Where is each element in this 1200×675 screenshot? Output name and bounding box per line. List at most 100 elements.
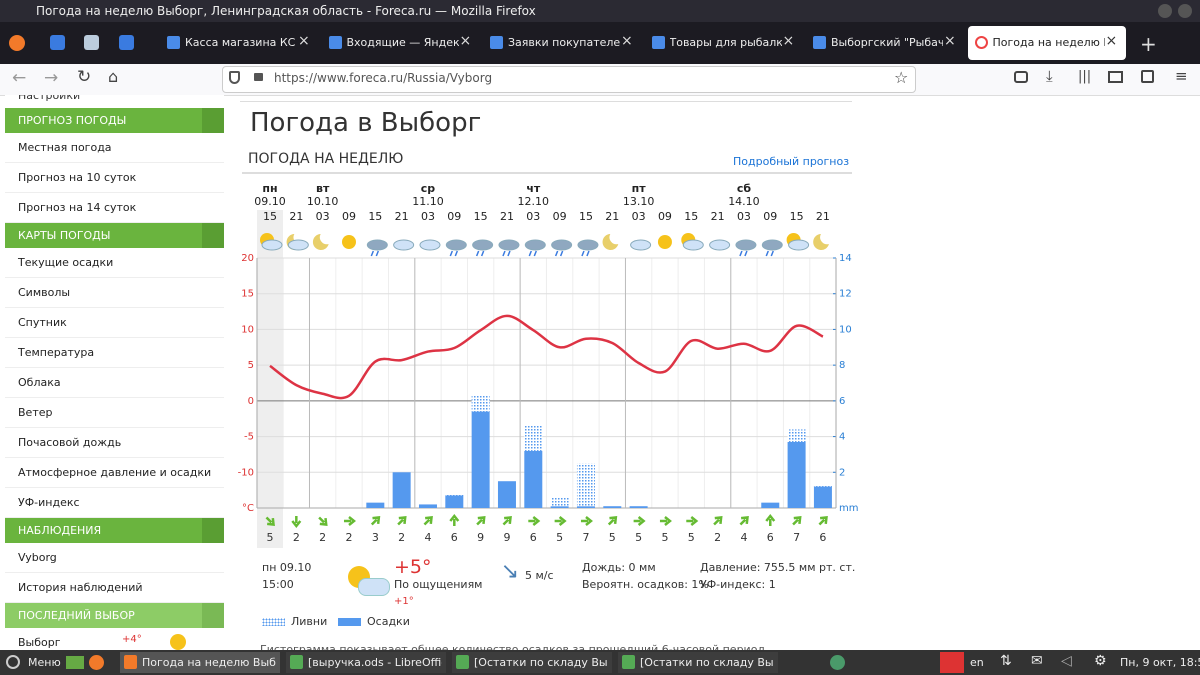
- sidebar-header-title[interactable]: НАБЛЮДЕНИЯ: [18, 524, 102, 537]
- tab-close[interactable]: ×: [298, 33, 310, 49]
- bookmark-star[interactable]: ☆: [894, 68, 909, 87]
- taskbar-icon: [456, 655, 469, 669]
- sidebar-item[interactable]: Атмосферное давление и осадки: [18, 466, 212, 479]
- precip-bar: [471, 411, 490, 508]
- menu-label[interactable]: Меню: [28, 656, 61, 669]
- separator: [5, 487, 224, 488]
- day-name: чт: [526, 182, 541, 195]
- forward-button[interactable]: →: [44, 68, 59, 88]
- separator: [5, 277, 224, 278]
- taskbar-label[interactable]: [Остатки по складу Выбо...: [474, 656, 608, 669]
- sidebar-item[interactable]: Текущие осадки: [18, 256, 114, 269]
- sidebar-header-title[interactable]: КАРТЫ ПОГОДЫ: [18, 229, 111, 242]
- detail-link[interactable]: Подробный прогноз: [733, 155, 850, 168]
- sidebar-item[interactable]: Прогноз на 14 суток: [18, 201, 137, 214]
- tab-title[interactable]: Погода на неделю Выб: [992, 36, 1105, 49]
- reload-button[interactable]: ↻: [77, 67, 92, 87]
- library-icon[interactable]: |||: [1078, 69, 1092, 84]
- pinned-tab[interactable]: [84, 35, 99, 50]
- shield-icon: [229, 71, 240, 84]
- sidebar-item[interactable]: История наблюдений: [18, 581, 143, 594]
- settings-icon[interactable]: ⚙: [1094, 653, 1107, 669]
- tab-title[interactable]: Заявки покупателей: [508, 36, 620, 49]
- pinned-tab[interactable]: [119, 35, 134, 50]
- sound-icon[interactable]: ◁: [1061, 653, 1072, 669]
- sidebar-item[interactable]: Температура: [18, 346, 95, 359]
- menu-icon[interactable]: [6, 655, 20, 669]
- url-text[interactable]: https://www.foreca.ru/Russia/Vyborg: [274, 71, 493, 85]
- tray-icon: [830, 655, 845, 670]
- sidebar-header[interactable]: [5, 518, 224, 543]
- sidebar-item[interactable]: Прогноз на 10 суток: [18, 171, 137, 184]
- precip-bar: [629, 506, 648, 508]
- tab-close[interactable]: ×: [621, 33, 633, 49]
- taskbar-item[interactable]: [286, 652, 446, 673]
- sidebar-header-title[interactable]: ПОСЛЕДНИЙ ВЫБОР: [18, 609, 135, 622]
- tab-title[interactable]: Касса магазина КС - Р: [185, 36, 297, 49]
- weather-icon: [419, 239, 441, 251]
- weather-icon: [602, 234, 619, 250]
- new-tab-button[interactable]: +: [1140, 32, 1157, 56]
- taskbar-label[interactable]: Погода на неделю Выб...: [142, 656, 276, 669]
- weather-icon: [554, 250, 564, 257]
- shower-bar: [550, 497, 569, 507]
- sidebar-item[interactable]: Почасовой дождь: [18, 436, 122, 449]
- sidebar-item[interactable]: УФ-индекс: [18, 496, 80, 509]
- tab-close[interactable]: ×: [944, 33, 956, 49]
- tab-title[interactable]: Входящие — Яндекс П: [346, 36, 459, 49]
- back-button[interactable]: ←: [12, 68, 27, 88]
- sidebar-item[interactable]: Символы: [18, 286, 71, 299]
- pocket-icon[interactable]: [1014, 71, 1028, 83]
- close-button[interactable]: [1178, 4, 1192, 18]
- hour-label: 09: [342, 210, 356, 223]
- weather-icon: [788, 239, 810, 251]
- sidebar-header-title[interactable]: ПРОГНОЗ ПОГОДЫ: [18, 114, 127, 127]
- minimize-button[interactable]: [1158, 4, 1172, 18]
- keyboard-layout[interactable]: en: [970, 656, 984, 669]
- menu-button[interactable]: ≡: [1175, 67, 1188, 85]
- taskbar-item[interactable]: [618, 652, 778, 673]
- url-box[interactable]: [222, 66, 916, 93]
- sidebar-item[interactable]: Vyborg: [18, 551, 57, 564]
- weather-icon: [524, 239, 546, 251]
- sidebar-item[interactable]: Выборг: [18, 636, 61, 649]
- weather-icon: [472, 239, 494, 251]
- mail-icon[interactable]: ✉: [1031, 653, 1043, 669]
- firefox-icon[interactable]: [9, 35, 25, 51]
- home-button[interactable]: ⌂: [108, 67, 119, 86]
- pinned-tab[interactable]: [50, 35, 65, 50]
- wind-speed: 7: [582, 531, 589, 544]
- sidebar-item[interactable]: Облака: [18, 376, 61, 389]
- tab[interactable]: [967, 26, 1126, 60]
- tab-close[interactable]: ×: [1105, 33, 1118, 49]
- taskbar-item[interactable]: [452, 652, 612, 673]
- tab-title[interactable]: Товары для рыбалки: [669, 36, 782, 49]
- taskbar-label[interactable]: [выручка.ods - LibreOffic...: [308, 656, 442, 669]
- sidebar-item[interactable]: Местная погода: [18, 141, 112, 154]
- tab-close[interactable]: ×: [459, 33, 472, 49]
- weather-icon: [577, 239, 599, 251]
- wind-arrow: [343, 516, 356, 526]
- sidebar-item[interactable]: Спутник: [18, 316, 67, 329]
- sidebar-icon[interactable]: [1108, 71, 1123, 83]
- downloads-icon[interactable]: ⤓: [1046, 67, 1053, 85]
- launcher-icon[interactable]: [89, 655, 104, 670]
- tab-title[interactable]: Выборгский "РыбачО: [831, 36, 943, 49]
- taskbar-label[interactable]: [Остатки по складу Выбо...: [640, 656, 774, 669]
- tab-close[interactable]: ×: [782, 33, 795, 49]
- day-date: 11.10: [412, 195, 444, 208]
- hour-label: 21: [711, 210, 725, 223]
- sidebar-header[interactable]: [5, 108, 224, 133]
- weather-icon: [475, 250, 485, 257]
- wind-arrow: [686, 516, 699, 526]
- sidebar-item[interactable]: Ветер: [18, 406, 53, 419]
- network-icon[interactable]: ⇅: [1000, 653, 1012, 669]
- launcher-icon[interactable]: [66, 656, 84, 669]
- extensions-icon[interactable]: [1141, 70, 1154, 83]
- sidebar-header[interactable]: [5, 223, 224, 248]
- sidebar-header[interactable]: [5, 603, 224, 628]
- weather-icon: [551, 239, 573, 251]
- wind-speed: 3: [372, 531, 379, 544]
- taskbar-item[interactable]: [120, 652, 280, 673]
- sidebar-item[interactable]: Настройки: [18, 95, 81, 102]
